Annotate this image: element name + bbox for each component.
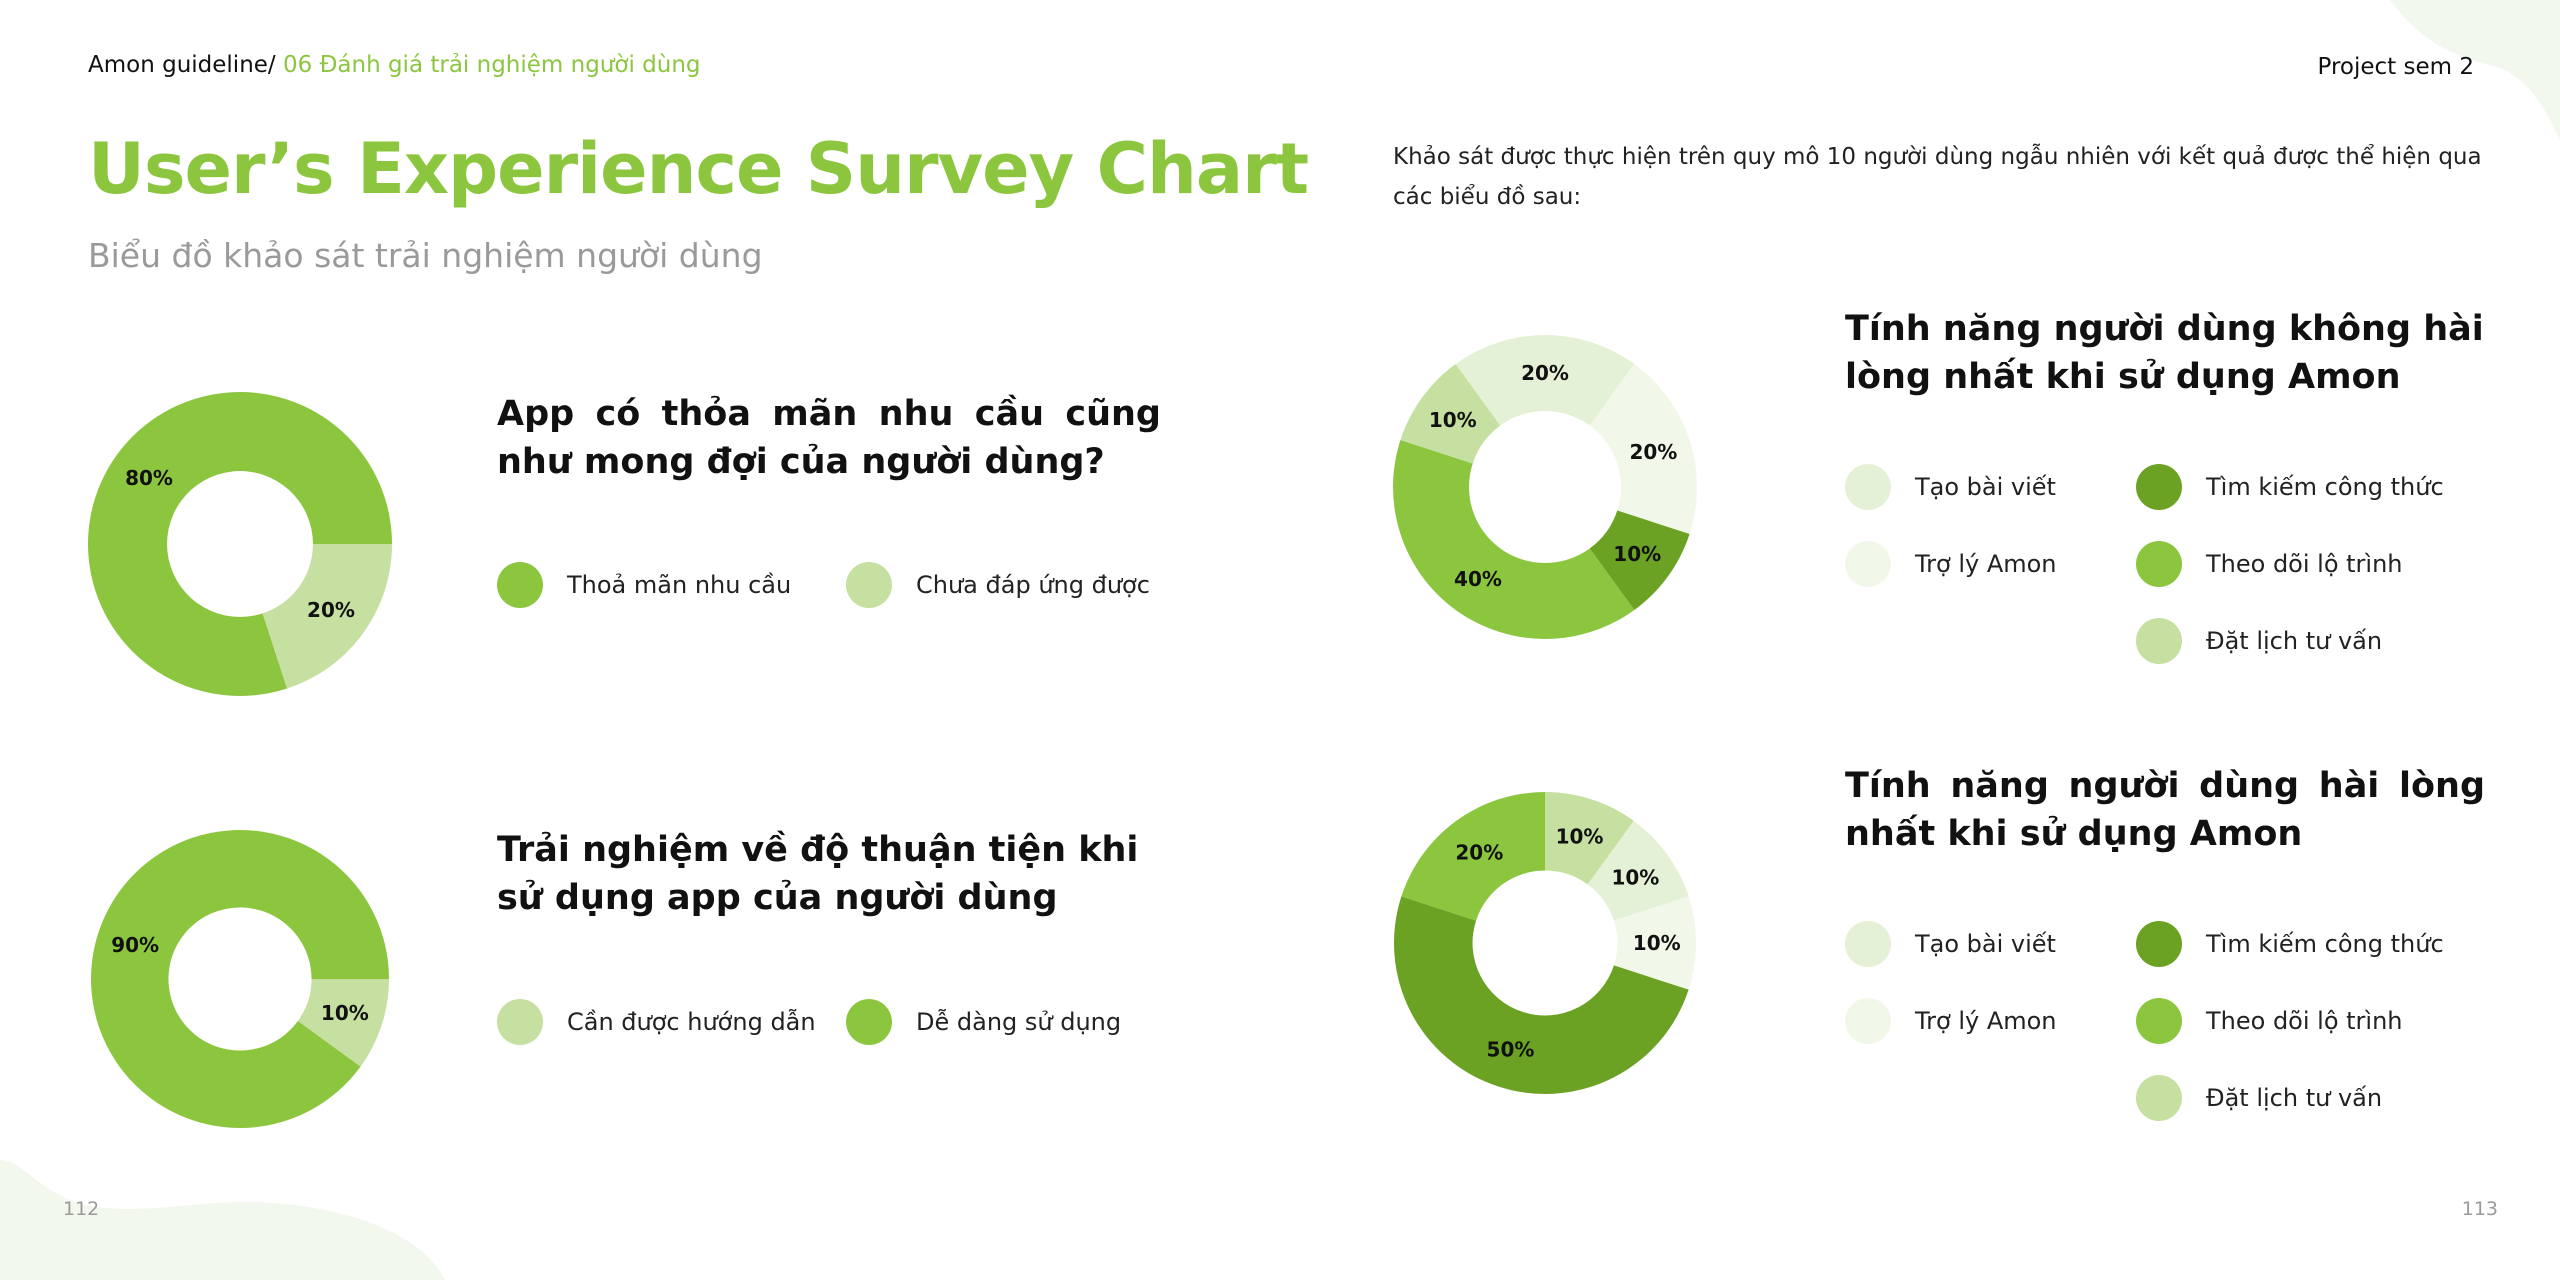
legend-item: Tìm kiếm công thức [2136,920,2444,968]
slice-label: 80% [125,466,173,490]
decorative-blob-top-right [2390,0,2560,140]
legend-label: Tìm kiếm công thức [2206,473,2444,501]
legend-label: Chưa đáp ứng được [916,571,1150,599]
breadcrumb-current: 06 Đánh giá trải nghiệm người dùng [283,52,701,78]
legend-label: Theo dõi lộ trình [2206,1007,2403,1035]
legend-label: Tạo bài viết [1915,930,2056,958]
question-satisfaction: App có thỏa mãn nhu cầu cũng như mong đợ… [497,394,1161,482]
slice-label: 10% [1611,865,1659,889]
legend-item: Trợ lý Amon [1845,540,2057,588]
project-label: Project sem 2 [2317,54,2475,80]
donut-chart-ease-of-use: 10% 90% [91,829,389,1128]
legend-swatch [1845,998,1891,1044]
donut-slice [1589,510,1690,610]
donut-chart-least-satisfied: 20% 10% 40% 10% 20% [1393,335,1697,639]
slice-label: 20% [1455,841,1503,865]
legend-swatch [2136,998,2182,1044]
page-number-left: 112 [63,1198,100,1220]
question-least-satisfied: Tính năng người dùng không hài lòng nhất… [1845,309,2484,397]
donut-slice [1613,896,1696,990]
legend-swatch [2136,618,2182,664]
page-subtitle: Biểu đồ khảo sát trải nghiệm người dùng [88,236,763,275]
legend-item: Dễ dàng sử dụng [846,998,1121,1046]
donut-slice [297,979,389,1067]
donut-slice [1400,364,1501,464]
breadcrumb: Amon guideline/ 06 Đánh giá trải nghiệm … [88,52,701,78]
legend-label: Trợ lý Amon [1915,1007,2057,1035]
slice-label: 10% [1633,931,1681,955]
donut-chart-most-satisfied: 10% 10% 50% 20% 10% [1394,792,1696,1094]
page-number-right: 113 [2461,1198,2498,1220]
breadcrumb-root[interactable]: Amon guideline/ [88,52,276,78]
legend-swatch [2136,464,2182,510]
legend-swatch [497,999,543,1045]
legend-item: Trợ lý Amon [1845,997,2057,1045]
legend-item: Theo dõi lộ trình [2136,540,2403,588]
donut-slice [91,829,389,1128]
legend-label: Cần được hướng dẫn [567,1008,816,1036]
legend-item: Cần được hướng dẫn [497,998,816,1046]
legend-label: Theo dõi lộ trình [2206,550,2403,578]
donut-chart-satisfaction: 20% 80% [87,391,392,696]
question-most-satisfied: Tính năng người dùng hài lòng nhất khi s… [1845,766,2485,854]
legend-label: Dễ dàng sử dụng [916,1008,1122,1036]
legend-swatch [2136,921,2182,967]
donut-slice [1455,335,1635,426]
slice-label: 20% [1629,440,1677,464]
legend-swatch [2136,1075,2182,1121]
legend-item: Theo dõi lộ trình [2136,997,2403,1045]
slice-label: 90% [111,933,159,957]
legend-swatch [497,562,543,608]
legend-label: Đặt lịch tư vấn [2206,1084,2383,1112]
legend-item: Tạo bài viết [1845,463,2056,511]
slice-label: 10% [1613,542,1661,566]
legend-item: Tạo bài viết [1845,920,2056,968]
legend-swatch [2136,541,2182,587]
donut-slice [1394,896,1689,1094]
legend-label: Trợ lý Amon [1915,550,2057,578]
slice-label: 10% [1429,408,1477,432]
legend-item: Thoả mãn nhu cầu [497,561,791,609]
donut-slice [1401,792,1545,921]
slice-label: 10% [1556,825,1604,849]
legend-label: Tạo bài viết [1915,473,2056,501]
legend-item: Chưa đáp ứng được [846,561,1150,609]
donut-slice [1587,820,1689,921]
donut-slice [262,544,392,689]
legend-item: Đặt lịch tư vấn [2136,617,2382,665]
slice-label: 50% [1487,1037,1535,1061]
legend-swatch [1845,541,1891,587]
decorative-blob-bottom-left [0,1160,445,1280]
legend-swatch [1845,921,1891,967]
intro-text: Khảo sát được thực hiện trên quy mô 10 n… [1393,144,2482,210]
slice-label: 20% [1521,361,1569,385]
donut-slice [1393,440,1635,639]
donut-slice [87,391,392,696]
legend-label: Tìm kiếm công thức [2206,930,2444,958]
legend-item: Tìm kiếm công thức [2136,463,2444,511]
legend-swatch [846,999,892,1045]
slice-label: 10% [321,1001,369,1025]
donut-slice [1589,364,1697,534]
question-ease-of-use: Trải nghiệm về độ thuận tiện khi sử dụng… [497,830,1139,918]
legend-label: Đặt lịch tư vấn [2206,627,2383,655]
donut-slice [1545,792,1634,885]
slice-label: 40% [1454,567,1502,591]
legend-item: Đặt lịch tư vấn [2136,1074,2382,1122]
legend-swatch [1845,464,1891,510]
legend-label: Thoả mãn nhu cầu [567,571,792,599]
page-title: User’s Experience Survey Chart [88,128,1309,210]
slice-label: 20% [307,598,355,622]
legend-swatch [846,562,892,608]
